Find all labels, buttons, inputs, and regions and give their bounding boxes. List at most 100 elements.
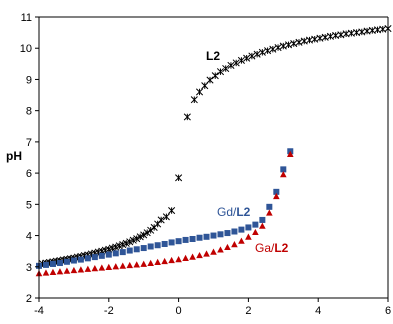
point-l2 — [274, 44, 282, 52]
ticks-layer: -4 -2 0 2 4 6 2 3 4 5 6 7 8 9 10 11 — [20, 12, 391, 317]
point-ga-l2 — [63, 267, 71, 274]
point-ga-l2 — [203, 250, 210, 257]
y-tick-label: 8 — [26, 106, 32, 118]
point-ga-l2 — [231, 241, 238, 248]
point-l2 — [183, 113, 191, 121]
y-tick-label: 9 — [26, 74, 32, 86]
point-gd-l2 — [133, 246, 140, 253]
point-ga-l2 — [119, 262, 127, 269]
point-gd-l2 — [266, 203, 273, 210]
x-tick-label: -2 — [104, 305, 114, 317]
point-ga-l2 — [70, 266, 78, 274]
point-ga-l2 — [98, 264, 106, 271]
point-l2 — [253, 50, 261, 58]
point-gd-l2 — [49, 260, 56, 267]
point-gd-l2 — [252, 221, 259, 228]
point-l2 — [216, 68, 225, 76]
point-gd-l2 — [119, 249, 126, 256]
point-gd-l2 — [273, 188, 280, 195]
point-ga-l2 — [175, 255, 182, 263]
point-ga-l2 — [42, 269, 50, 276]
point-l2 — [290, 39, 298, 48]
series-label-gd-prefix: Gd/ — [217, 205, 237, 219]
y-tick-label: 11 — [21, 12, 32, 24]
point-ga-l2 — [126, 261, 134, 269]
point-ga-l2 — [91, 265, 99, 272]
point-gd-l2 — [168, 239, 175, 246]
point-ga-l2 — [210, 248, 217, 255]
point-l2 — [237, 56, 245, 64]
x-tick-label: 6 — [385, 305, 391, 317]
point-ga-l2 — [168, 256, 175, 264]
point-gd-l2 — [77, 256, 84, 263]
point-gd-l2 — [161, 240, 168, 247]
point-ga-l2 — [147, 259, 154, 266]
series-label-ga: Ga/L2 — [255, 241, 289, 255]
point-l2 — [140, 231, 148, 239]
point-l2 — [129, 236, 137, 244]
point-ga-l2 — [224, 243, 231, 251]
point-l2 — [279, 42, 287, 50]
point-ga-l2 — [140, 260, 147, 267]
point-gd-l2 — [196, 234, 203, 241]
series-label-ga-suffix: L2 — [274, 241, 288, 255]
point-ga-l2 — [259, 222, 266, 229]
point-ga-l2 — [112, 263, 120, 270]
point-l2 — [264, 47, 272, 55]
point-l2 — [126, 238, 134, 246]
axes-layer — [38, 16, 389, 299]
point-ga-l2 — [133, 261, 141, 268]
point-ga-l2 — [273, 192, 280, 200]
point-ga-l2 — [77, 266, 85, 273]
point-gd-l2 — [217, 231, 224, 238]
series-label-l2: L2 — [206, 49, 220, 63]
point-l2 — [284, 41, 293, 49]
point-l2 — [232, 59, 240, 67]
point-l2 — [157, 216, 165, 224]
point-l2 — [201, 82, 209, 90]
y-tick-label: 5 — [26, 199, 32, 211]
point-l2 — [162, 213, 170, 221]
point-l2 — [143, 229, 151, 237]
point-l2 — [243, 54, 251, 62]
point-ga-l2 — [196, 251, 203, 259]
point-gd-l2 — [98, 252, 105, 259]
point-l2 — [248, 52, 256, 60]
point-ga-l2 — [161, 257, 168, 265]
point-ga-l2 — [182, 254, 189, 261]
point-l2 — [227, 61, 235, 69]
y-tick-label: 4 — [26, 231, 32, 243]
point-gd-l2 — [91, 254, 98, 261]
series-label-gd-suffix: L2 — [236, 205, 250, 219]
point-ga-l2 — [217, 246, 224, 253]
y-tick-label: 6 — [26, 168, 32, 180]
point-gd-l2 — [175, 238, 182, 245]
y-tick-label: 10 — [20, 43, 32, 55]
point-ga-l2 — [154, 258, 161, 266]
point-gd-l2 — [210, 232, 217, 239]
y-tick-label: 2 — [26, 293, 32, 305]
point-gd-l2 — [238, 226, 245, 233]
point-ga-l2 — [252, 228, 259, 236]
markers-layer — [35, 24, 392, 277]
point-l2 — [136, 233, 144, 241]
point-gd-l2 — [280, 166, 287, 173]
point-gd-l2 — [224, 230, 231, 237]
point-gd-l2 — [126, 247, 133, 254]
point-l2 — [195, 88, 204, 96]
point-gd-l2 — [189, 235, 196, 242]
point-l2 — [168, 207, 176, 215]
point-l2 — [295, 38, 303, 46]
point-gd-l2 — [42, 261, 49, 268]
point-ga-l2 — [105, 263, 113, 271]
point-gd-l2 — [140, 245, 147, 252]
x-tick-label: 4 — [315, 305, 321, 317]
point-ga-l2 — [238, 237, 245, 244]
x-tick-label: 0 — [176, 305, 182, 317]
point-ga-l2 — [189, 253, 196, 260]
x-tick-label: -4 — [34, 305, 44, 317]
point-l2 — [269, 45, 277, 53]
point-l2 — [190, 96, 198, 104]
point-l2 — [133, 235, 141, 243]
